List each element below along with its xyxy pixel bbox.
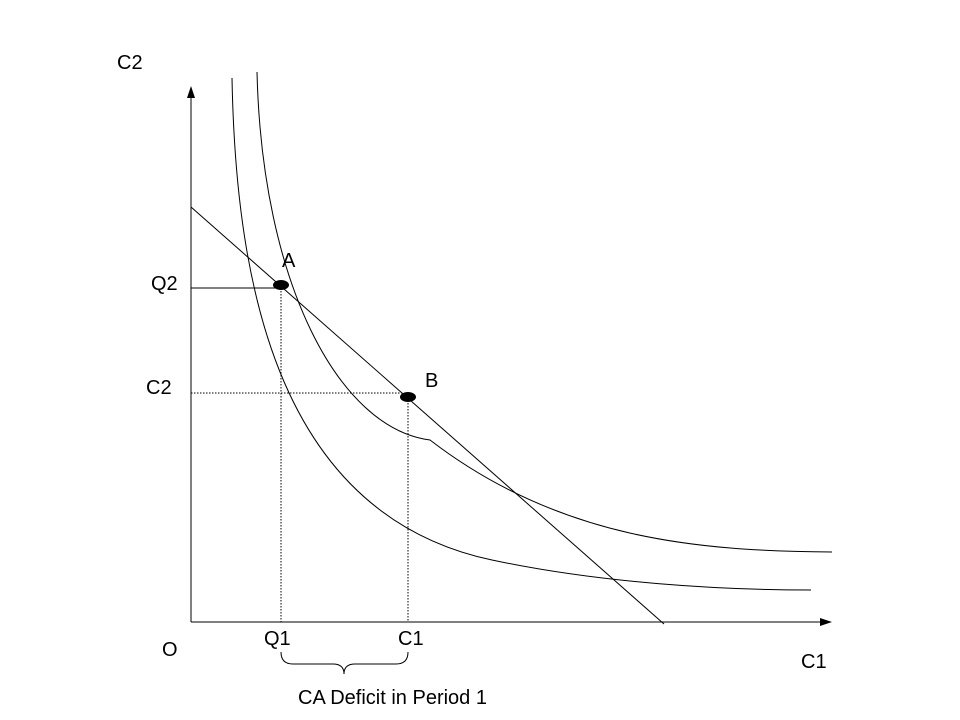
origin-label: O bbox=[162, 639, 178, 661]
inner-indifference-curve bbox=[231, 77, 812, 591]
y-axis-arrowhead bbox=[187, 86, 195, 98]
axes bbox=[187, 86, 832, 626]
y-axis-label: C2 bbox=[117, 52, 143, 74]
x-axis-label: C1 bbox=[801, 651, 827, 673]
budget-line bbox=[190, 206, 665, 625]
ca-deficit-brace bbox=[280, 651, 409, 675]
c1-tick-label: C1 bbox=[398, 628, 424, 650]
x-axis-arrowhead bbox=[820, 618, 832, 626]
point-a-marker bbox=[273, 280, 289, 290]
ca-deficit-label: CA Deficit in Period 1 bbox=[298, 687, 487, 709]
point-b-label: B bbox=[425, 370, 438, 392]
point-a-label: A bbox=[282, 250, 296, 272]
outer-indifference-curve bbox=[256, 71, 833, 553]
c2-tick-label: C2 bbox=[146, 377, 172, 399]
q1-tick-label: Q1 bbox=[264, 628, 291, 650]
q2-tick-label: Q2 bbox=[151, 273, 178, 295]
point-b-marker bbox=[400, 392, 416, 402]
